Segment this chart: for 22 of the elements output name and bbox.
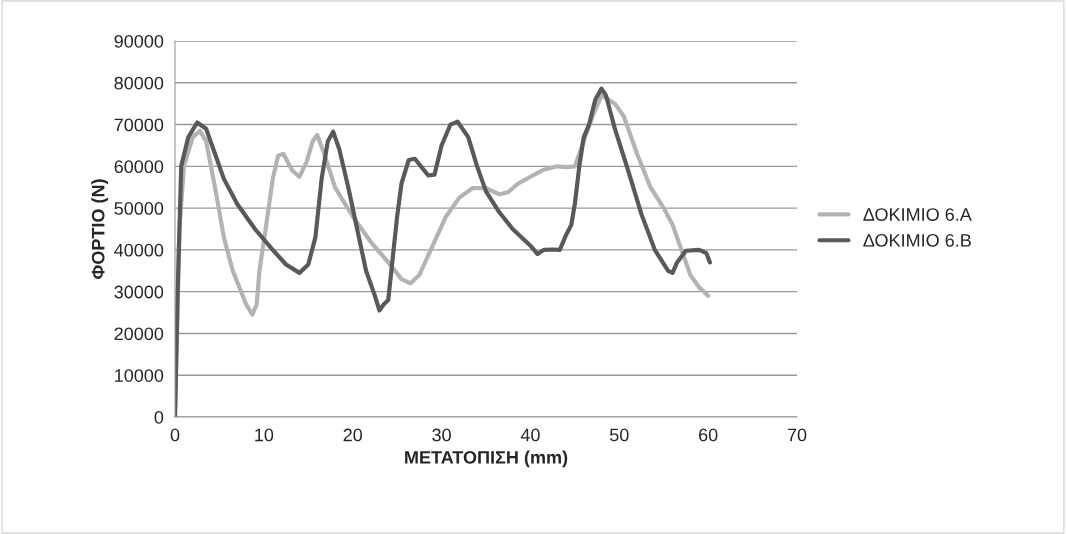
x-tick-label: 40 bbox=[520, 428, 540, 442]
y-tick-label: 10000 bbox=[115, 369, 164, 382]
y-tick-label: 80000 bbox=[114, 76, 164, 90]
y-tick-label: 20000 bbox=[114, 327, 164, 341]
x-tick-label: 60 bbox=[699, 428, 718, 442]
legend-label: ΔΟΚΙΜΙΟ 6.A bbox=[863, 208, 972, 221]
x-axis-title: ΜΕΤΑΤΟΠΙΣΗ (mm) bbox=[405, 450, 568, 468]
x-tick-label: 50 bbox=[609, 428, 629, 442]
x-tick-label: 10 bbox=[255, 428, 274, 442]
x-tick-label: 0 bbox=[170, 428, 180, 442]
x-tick-label: 70 bbox=[787, 428, 807, 442]
x-tick-label: 30 bbox=[432, 428, 451, 442]
y-tick-label: 60000 bbox=[114, 160, 164, 174]
y-tick-label: 90000 bbox=[114, 34, 164, 48]
y-tick-label: 50000 bbox=[114, 202, 164, 215]
y-tick-label: 40000 bbox=[114, 243, 164, 257]
y-axis-title: ΦΟΡΤΙΟ (N) bbox=[91, 179, 109, 279]
x-tick-label: 20 bbox=[343, 428, 363, 442]
legend-label: ΔΟΚΙΜΙΟ 6.B bbox=[863, 233, 971, 247]
y-tick-label: 70000 bbox=[114, 118, 164, 132]
y-tick-label: 0 bbox=[154, 410, 164, 424]
y-tick-label: 30000 bbox=[114, 285, 164, 299]
